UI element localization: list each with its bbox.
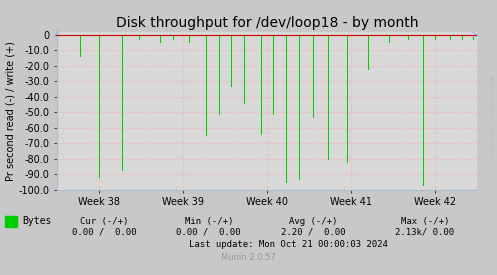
Text: 0.00 /  0.00: 0.00 / 0.00	[72, 228, 137, 237]
Text: RRDTOOL / TOBI OETIKER: RRDTOOL / TOBI OETIKER	[491, 75, 496, 156]
Text: Min (-/+): Min (-/+)	[184, 217, 233, 226]
Text: 2.13k/ 0.00: 2.13k/ 0.00	[396, 228, 454, 237]
Title: Disk throughput for /dev/loop18 - by month: Disk throughput for /dev/loop18 - by mon…	[116, 16, 418, 31]
Text: Avg (-/+): Avg (-/+)	[289, 217, 337, 226]
Y-axis label: Pr second read (-) / write (+): Pr second read (-) / write (+)	[6, 41, 16, 181]
Text: Munin 2.0.57: Munin 2.0.57	[221, 253, 276, 262]
Text: Last update: Mon Oct 21 00:00:03 2024: Last update: Mon Oct 21 00:00:03 2024	[189, 240, 388, 249]
Text: 0.00 /  0.00: 0.00 / 0.00	[176, 228, 241, 237]
Text: Bytes: Bytes	[22, 216, 52, 226]
Text: Cur (-/+): Cur (-/+)	[80, 217, 129, 226]
Text: Max (-/+): Max (-/+)	[401, 217, 449, 226]
Text: 2.20 /  0.00: 2.20 / 0.00	[281, 228, 345, 237]
